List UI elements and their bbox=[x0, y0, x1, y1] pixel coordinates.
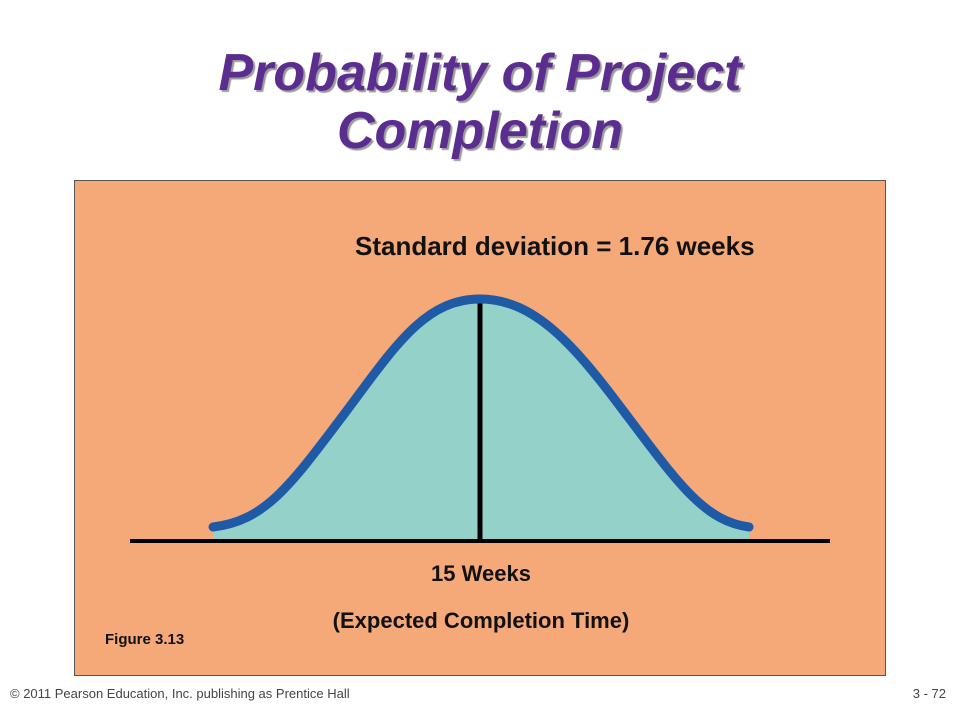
figure-caption: Figure 3.13 bbox=[105, 631, 185, 648]
slide-title-line-2: Completion bbox=[337, 102, 623, 160]
normal-distribution-diagram bbox=[130, 294, 830, 543]
mean-label: 15 Weeks bbox=[431, 561, 531, 586]
copyright-footer: © 2011 Pearson Education, Inc. publishin… bbox=[10, 686, 350, 701]
standard-deviation-label: Standard deviation = 1.76 weeks bbox=[355, 231, 755, 261]
figure-panel: Standard deviation = 1.76 weeks 15 Weeks… bbox=[74, 180, 886, 676]
slide-title-line-1: Probability of Project bbox=[218, 44, 742, 102]
slide-title: Probability of Project Completion bbox=[0, 44, 960, 160]
normal-curve bbox=[208, 294, 754, 532]
page-number: 3 - 72 bbox=[912, 686, 946, 701]
expected-completion-label: (Expected Completion Time) bbox=[332, 608, 630, 633]
